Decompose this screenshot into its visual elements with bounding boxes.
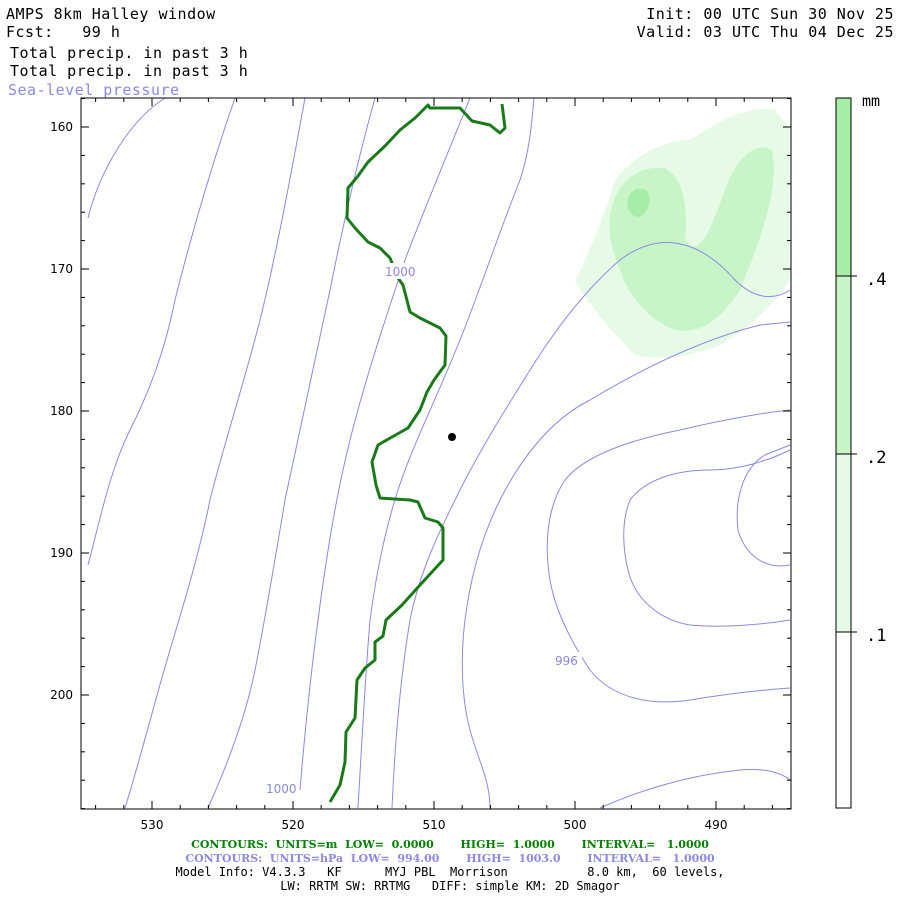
y-axis: 160 170 180 190 200 bbox=[50, 98, 791, 810]
colorbar: mm .4 .2 .1 bbox=[835, 92, 886, 809]
forecast-hour: Fcst: 99 h bbox=[6, 23, 121, 41]
x-tick-label: 490 bbox=[705, 818, 728, 832]
isobar-line bbox=[124, 97, 306, 809]
isobar-line bbox=[87, 97, 166, 219]
contour-label: 1000 bbox=[385, 265, 416, 279]
x-tick-label: 510 bbox=[423, 818, 446, 832]
precip-region-mid bbox=[609, 147, 774, 331]
field-label-2: Total precip. in past 3 h bbox=[10, 62, 249, 80]
x-tick-label: 520 bbox=[282, 818, 305, 832]
isobar-line bbox=[623, 449, 791, 627]
map-title: AMPS 8km Halley window bbox=[6, 5, 216, 23]
x-axis: 530 520 510 500 490 bbox=[95, 98, 773, 832]
colorbar-bin bbox=[836, 276, 851, 454]
isobar-line bbox=[87, 97, 236, 566]
map-frame bbox=[80, 97, 792, 810]
isobar-line bbox=[461, 321, 791, 809]
footer-physics-info: LW: RRTM SW: RRTMG DIFF: simple KM: 2D S… bbox=[280, 879, 620, 893]
zero-height-contour bbox=[328, 103, 507, 803]
isobar-line bbox=[207, 97, 376, 809]
station-marker bbox=[448, 433, 456, 441]
isobar-line bbox=[357, 97, 535, 809]
footer-model-info: Model Info: V4.3.3 KF MYJ PBL Morrison 8… bbox=[175, 865, 725, 879]
init-time: Init: 00 UTC Sun 30 Nov 25 bbox=[646, 5, 894, 23]
contour-label-bg bbox=[263, 780, 299, 796]
isobar-line bbox=[391, 242, 791, 809]
isobars bbox=[87, 97, 791, 809]
valid-time: Valid: 03 UTC Thu 04 Dec 25 bbox=[636, 23, 894, 41]
contour-label: 996 bbox=[555, 654, 578, 668]
x-tick-label: 530 bbox=[141, 818, 164, 832]
contour-label: 1000 bbox=[266, 782, 297, 796]
x-tick-label: 500 bbox=[564, 818, 587, 832]
y-tick-label: 200 bbox=[50, 688, 73, 702]
colorbar-bin bbox=[836, 98, 851, 276]
colorbar-bin bbox=[836, 454, 851, 632]
colorbar-label: .2 bbox=[866, 448, 886, 468]
y-tick-label: 180 bbox=[50, 404, 73, 418]
isobar-line bbox=[599, 769, 791, 809]
y-tick-label: 170 bbox=[50, 262, 73, 276]
precip-region-dark bbox=[627, 188, 650, 217]
footer-contours-pressure: CONTOURS: UNITS=hPa LOW= 994.00 HIGH= 10… bbox=[185, 852, 715, 865]
field-label-1: Total precip. in past 3 h bbox=[10, 44, 249, 62]
y-tick-label: 190 bbox=[50, 546, 73, 560]
colorbar-bin bbox=[836, 632, 851, 808]
contour-label-bg bbox=[552, 652, 582, 668]
precip-shading bbox=[575, 109, 790, 358]
contour-label-bg bbox=[382, 263, 418, 279]
field-label-3: Sea-level pressure bbox=[8, 81, 180, 99]
colorbar-label: .1 bbox=[866, 626, 886, 646]
isobar-line bbox=[546, 409, 791, 703]
colorbar-unit: mm bbox=[862, 92, 880, 110]
isobar-line bbox=[736, 444, 791, 567]
colorbar-label: .4 bbox=[866, 270, 886, 290]
y-tick-label: 160 bbox=[50, 120, 73, 134]
footer-contours-height: CONTOURS: UNITS=m LOW= 0.0000 HIGH= 1.00… bbox=[191, 838, 709, 851]
isobar-line bbox=[299, 97, 471, 791]
